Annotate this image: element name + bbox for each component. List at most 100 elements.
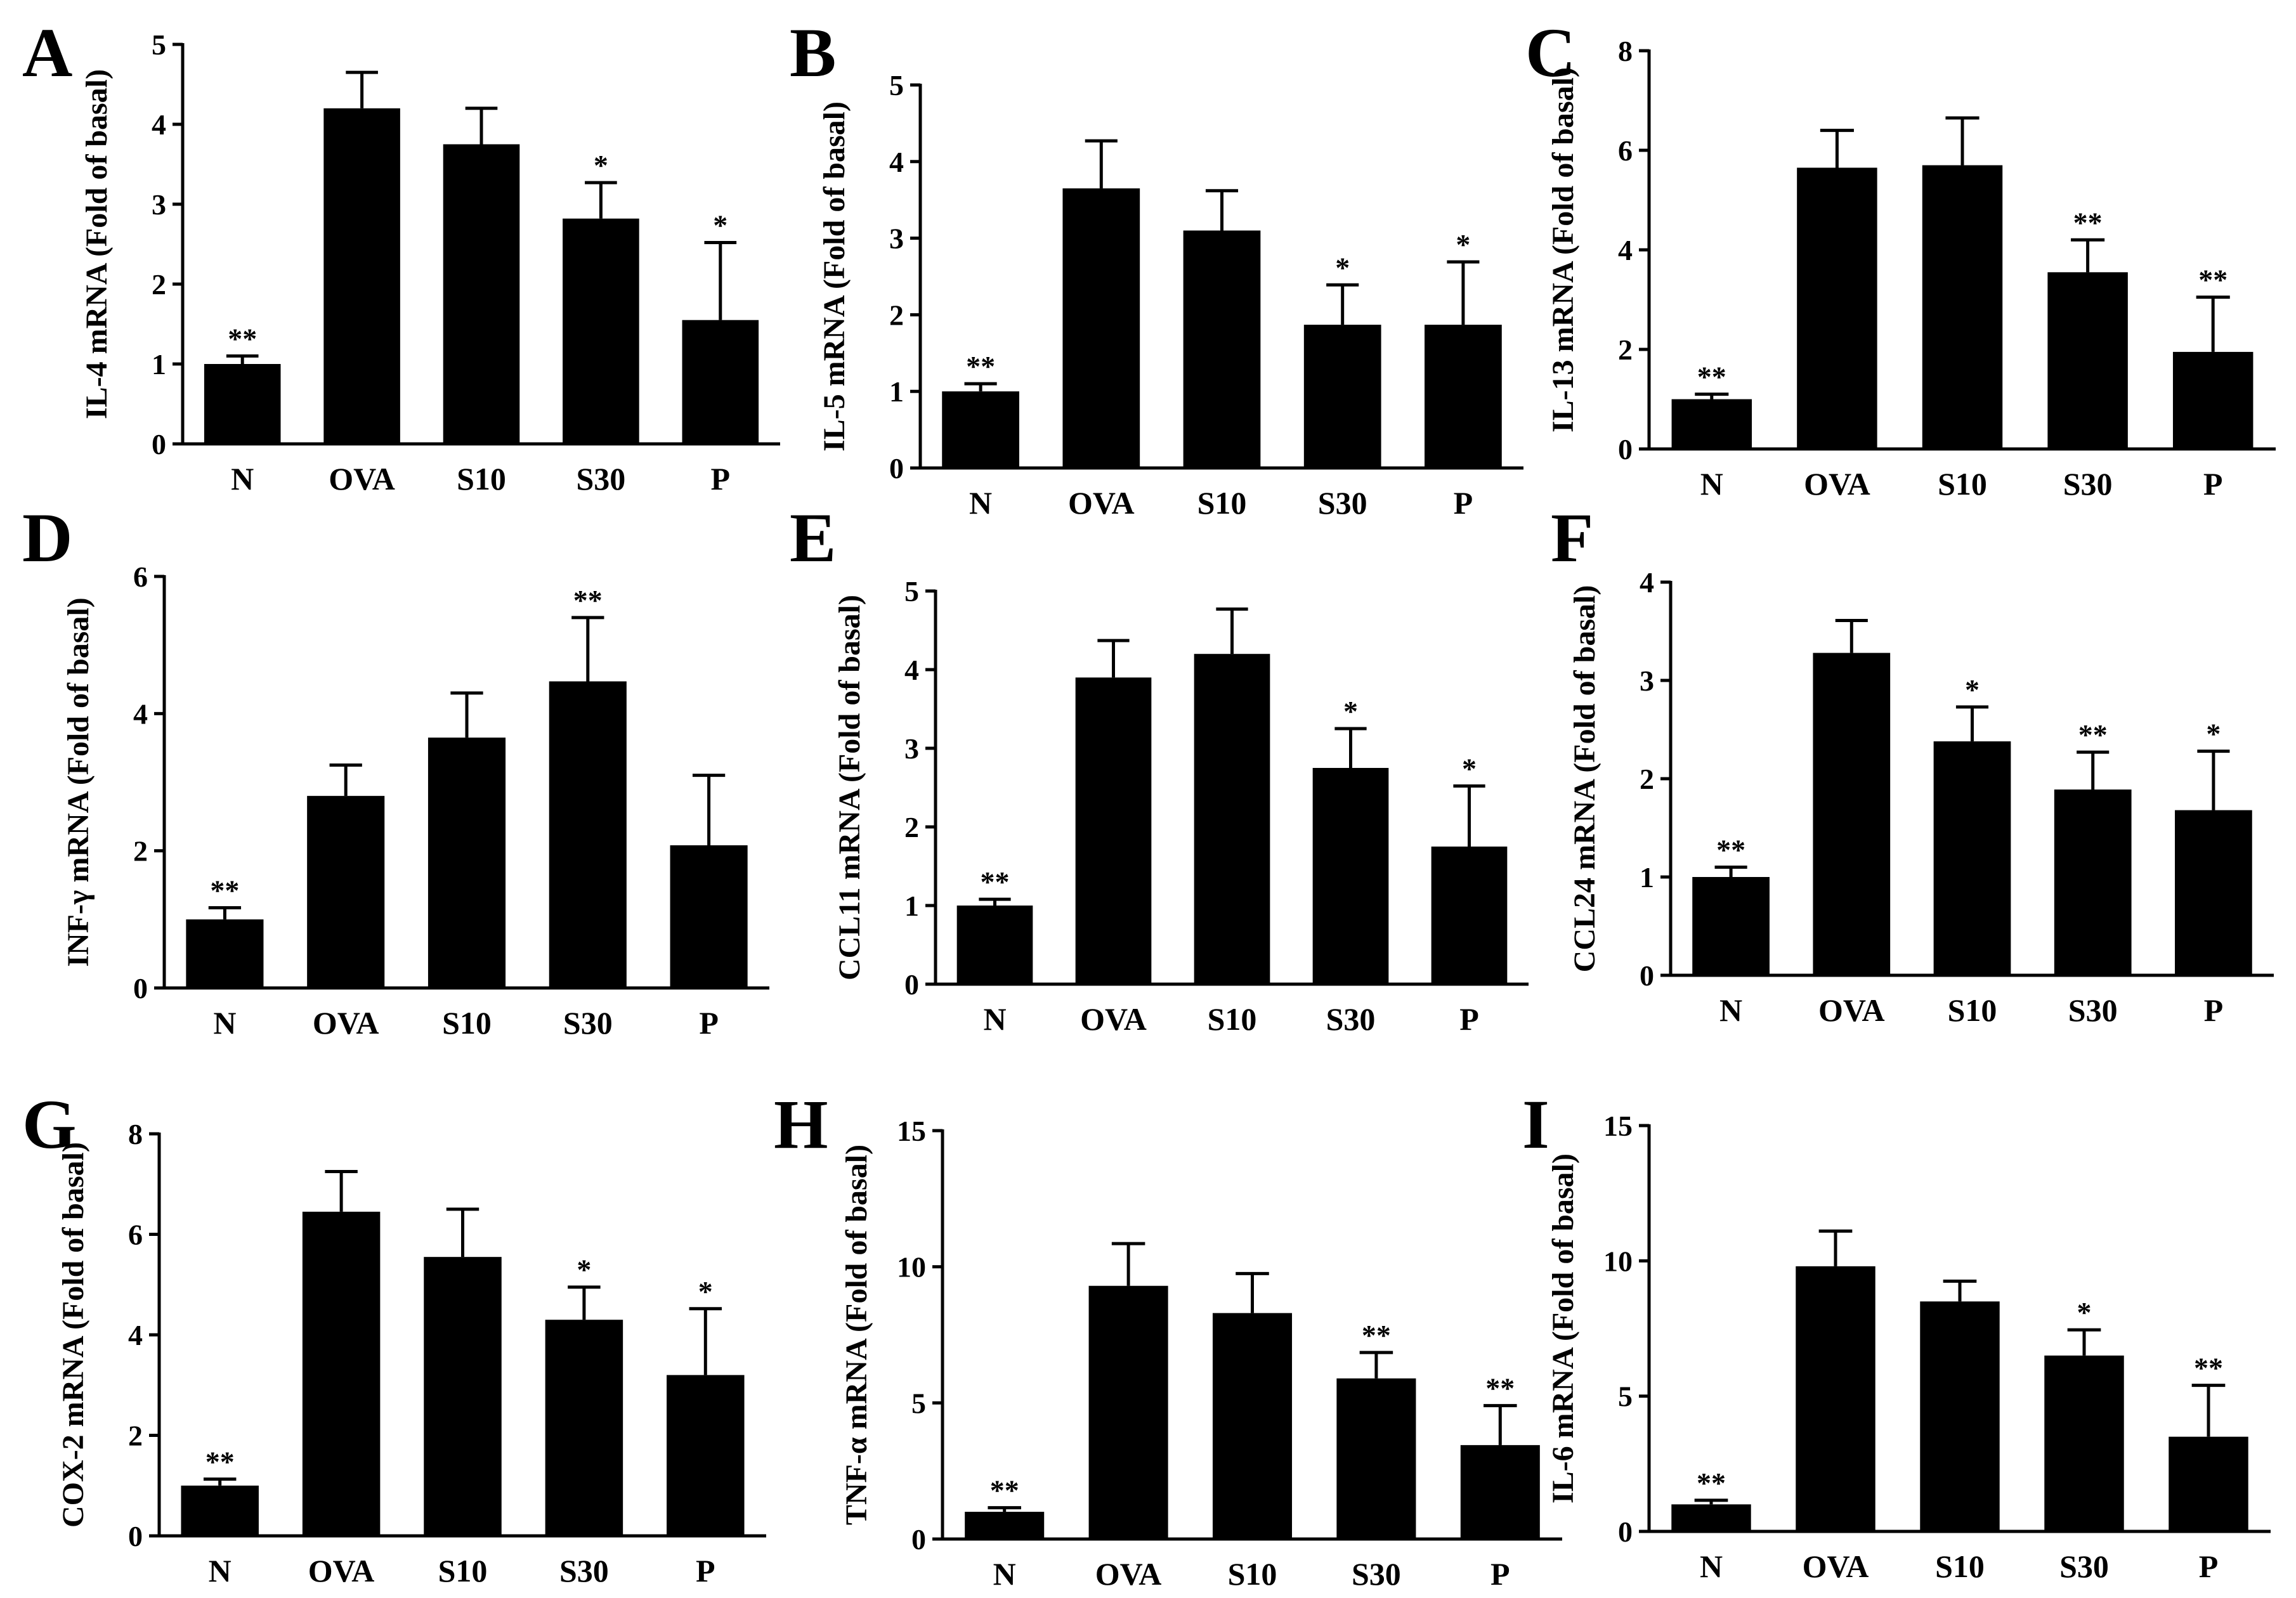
bar-n xyxy=(1692,877,1770,975)
bar-s30 xyxy=(1312,768,1389,984)
bar-s10 xyxy=(1194,654,1270,984)
x-tick-label: P xyxy=(1490,1556,1510,1592)
panel-letter: B xyxy=(790,14,836,91)
significance-mark: ** xyxy=(1485,1372,1515,1405)
x-tick-label: P xyxy=(696,1553,715,1588)
panel-f: F 0 1 2 3 4 CCL24 mRNA (Fold of basal) ** N OVA * S… xyxy=(1551,499,2274,1028)
bar-s10 xyxy=(1212,1313,1293,1539)
panel-d: D 0 2 4 6 INF-γ mRNA (Fold of basal) ** N OVA S10… xyxy=(22,499,769,1041)
panel-letter: A xyxy=(22,14,72,91)
x-tick-label: S10 xyxy=(1197,485,1247,521)
x-tick-label: P xyxy=(711,461,731,497)
y-tick-label: 4 xyxy=(889,146,904,178)
x-tick-label: OVA xyxy=(313,1005,379,1041)
y-tick-label: 5 xyxy=(1618,1380,1633,1413)
significance-mark: * xyxy=(2077,1296,2092,1328)
bar-s10 xyxy=(424,1257,502,1536)
significance-mark: * xyxy=(577,1254,591,1286)
y-tick-label: 1 xyxy=(1640,861,1654,893)
bar-s30 xyxy=(1303,325,1381,468)
x-tick-label: S10 xyxy=(1948,992,1997,1028)
bar-p xyxy=(2175,810,2252,975)
bar-ova xyxy=(302,1211,381,1536)
x-tick-label: S10 xyxy=(1935,1549,1985,1584)
y-tick-label: 2 xyxy=(152,268,166,301)
y-tick-label: 15 xyxy=(897,1115,926,1147)
y-tick-label: 4 xyxy=(1640,566,1654,599)
y-tick-label: 0 xyxy=(152,428,166,460)
x-tick-label: N xyxy=(1700,466,1723,502)
y-tick-label: 5 xyxy=(911,1387,926,1419)
y-axis-label: INF-γ mRNA (Fold of basal) xyxy=(62,597,95,966)
x-tick-label: N xyxy=(213,1005,236,1041)
x-tick-label: S30 xyxy=(1352,1556,1401,1592)
significance-mark: ** xyxy=(2194,1352,2223,1384)
bar-ova xyxy=(1088,1285,1168,1539)
bar-ova xyxy=(307,796,385,988)
bar-s10 xyxy=(427,737,506,988)
y-tick-label: 6 xyxy=(133,561,148,593)
bar-s10 xyxy=(443,144,520,444)
significance-mark: ** xyxy=(990,1474,1019,1507)
y-tick-label: 0 xyxy=(904,968,919,1001)
x-tick-label: OVA xyxy=(1818,992,1885,1028)
y-axis-label: CCL24 mRNA (Fold of basal) xyxy=(1568,585,1601,973)
y-tick-label: 3 xyxy=(1640,665,1654,697)
y-tick-label: 0 xyxy=(911,1523,926,1556)
panel-letter: C xyxy=(1525,14,1575,91)
y-tick-label: 2 xyxy=(1618,334,1633,366)
y-axis-label: TNF-α mRNA (Fold of basal) xyxy=(840,1145,873,1525)
x-tick-label: S30 xyxy=(563,1005,613,1041)
x-tick-label: S30 xyxy=(2059,1549,2109,1584)
x-tick-label: P xyxy=(2204,992,2224,1028)
bar-n xyxy=(181,1485,259,1536)
y-tick-label: 4 xyxy=(133,698,148,730)
panel-letter: D xyxy=(22,499,72,576)
x-tick-label: N xyxy=(1719,992,1742,1028)
significance-mark: * xyxy=(713,209,727,241)
bar-s10 xyxy=(1183,230,1261,468)
y-axis-label: IL-5 mRNA (Fold of basal) xyxy=(818,101,851,451)
bar-n xyxy=(965,1512,1045,1539)
x-tick-label: OVA xyxy=(329,461,395,497)
x-tick-label: S30 xyxy=(2068,992,2118,1028)
x-tick-label: N xyxy=(1700,1549,1723,1584)
x-tick-label: N xyxy=(231,461,254,497)
bar-p xyxy=(2172,351,2254,449)
bar-s30 xyxy=(2054,789,2132,975)
significance-mark: * xyxy=(1335,251,1350,283)
y-tick-label: 10 xyxy=(1603,1245,1633,1277)
bar-ova xyxy=(323,108,400,445)
y-tick-label: 0 xyxy=(133,972,148,1004)
y-tick-label: 2 xyxy=(1640,763,1654,795)
bar-ova xyxy=(1797,167,1877,449)
panel-c: C 0 2 4 6 8 IL-13 mRNA (Fold of basal) ** N OVA S1… xyxy=(1525,14,2276,502)
bar-n xyxy=(1671,1504,1751,1531)
x-tick-label: S30 xyxy=(576,461,625,497)
bar-s10 xyxy=(1920,1301,2000,1531)
x-tick-label: S10 xyxy=(1208,1001,1257,1037)
bar-s30 xyxy=(1336,1378,1416,1539)
y-tick-label: 1 xyxy=(889,375,904,408)
y-axis-label: COX-2 mRNA (Fold of basal) xyxy=(56,1142,90,1528)
significance-mark: * xyxy=(698,1275,713,1308)
bar-n xyxy=(1671,399,1752,449)
bar-n xyxy=(956,906,1033,984)
bar-s30 xyxy=(549,681,627,988)
y-tick-label: 10 xyxy=(897,1251,926,1283)
bar-ova xyxy=(1062,188,1140,468)
bar-n xyxy=(204,364,281,444)
significance-mark: ** xyxy=(210,874,239,906)
y-tick-label: 0 xyxy=(1618,433,1633,465)
y-tick-label: 4 xyxy=(1618,234,1633,266)
bar-n xyxy=(186,919,264,988)
panel-letter: G xyxy=(22,1086,77,1163)
y-tick-label: 8 xyxy=(128,1118,143,1150)
panel-letter: E xyxy=(790,499,836,576)
panel-letter: F xyxy=(1551,499,1593,576)
y-tick-label: 2 xyxy=(889,299,904,331)
bar-p xyxy=(1425,325,1502,468)
